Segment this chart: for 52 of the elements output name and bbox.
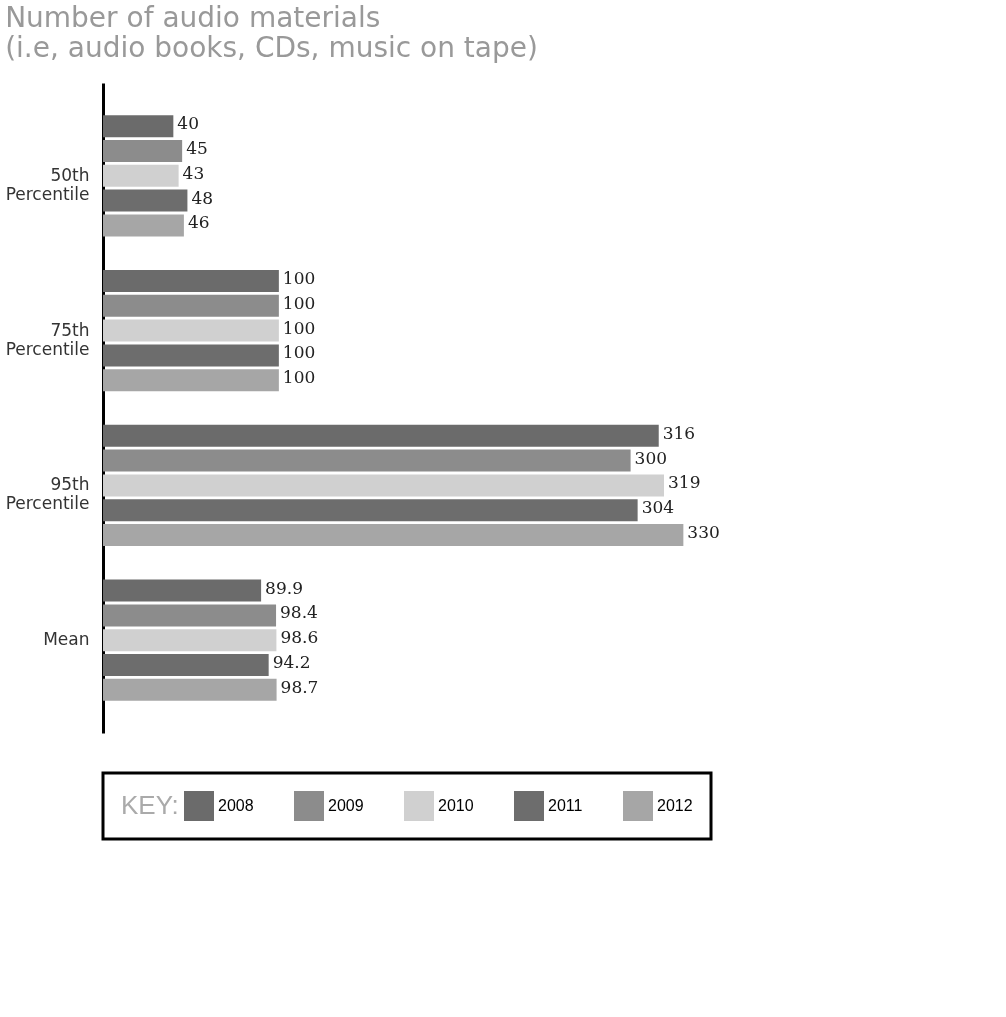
y-tick-label: 75th Percentile — [5, 319, 90, 359]
data-label: 98.7 — [280, 676, 319, 697]
bar — [103, 164, 179, 187]
data-label: 46 — [187, 212, 210, 233]
data-label: 330 — [687, 521, 720, 542]
bar — [103, 474, 665, 497]
data-label: 100 — [282, 317, 316, 338]
data-label: 89.9 — [265, 577, 303, 598]
text: Number of audio materials — [5, 1, 381, 34]
bar — [103, 319, 279, 342]
bar — [103, 424, 659, 447]
data-label: 319 — [668, 472, 701, 493]
data-label: 100 — [282, 268, 316, 289]
bar — [103, 344, 279, 367]
bar — [103, 270, 279, 293]
bar — [103, 604, 277, 627]
data-label: 304 — [641, 497, 675, 518]
data-label: 316 — [662, 422, 696, 443]
text: (i.e, audio books, CDs, music on tape) — [5, 31, 538, 64]
bar — [103, 579, 262, 602]
legend-title: KEY: — [121, 790, 179, 820]
y-tick-label: 50th Percentile — [5, 164, 90, 204]
bar — [103, 214, 184, 237]
data-label: 100 — [282, 367, 316, 388]
legend-label: 2009 — [328, 797, 364, 814]
bar — [103, 189, 188, 212]
data-label: 43 — [182, 162, 205, 183]
data-label: 45 — [186, 138, 208, 159]
y-tick-label: 95th Percentile — [5, 474, 90, 514]
bar — [103, 115, 174, 138]
legend-label: 2012 — [657, 797, 693, 814]
bar — [103, 294, 279, 317]
legend-label: 2008 — [218, 797, 254, 814]
data-label: 98.4 — [280, 602, 318, 623]
bar — [103, 653, 269, 676]
bar — [103, 499, 638, 522]
data-label: 100 — [282, 292, 316, 313]
y-tick-label: Mean — [43, 629, 90, 650]
data-label: 300 — [634, 447, 668, 468]
bar — [103, 629, 277, 652]
data-label: 94.2 — [272, 651, 311, 672]
legend-label: 2010 — [438, 797, 474, 814]
data-label: 98.6 — [280, 627, 319, 648]
bar — [103, 678, 277, 701]
bar — [103, 369, 279, 392]
data-label: 100 — [282, 342, 316, 363]
bar — [103, 449, 631, 472]
bar — [103, 140, 183, 163]
data-label: 40 — [177, 113, 199, 134]
bar — [103, 523, 684, 546]
data-label: 48 — [191, 187, 214, 208]
legend-label: 2011 — [548, 797, 583, 814]
